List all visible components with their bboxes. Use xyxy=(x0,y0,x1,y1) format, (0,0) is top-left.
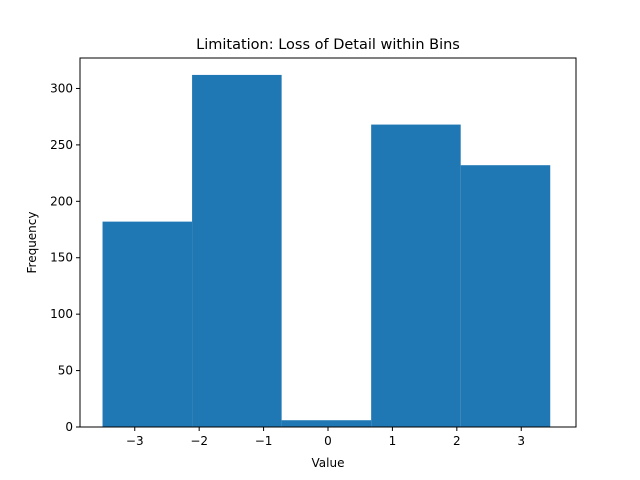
y-tick-label: 300 xyxy=(50,81,73,95)
histogram-bar-0 xyxy=(102,221,193,427)
y-axis-label: Frequency xyxy=(25,212,39,274)
x-tick-label: 3 xyxy=(517,434,525,448)
y-tick-label: 50 xyxy=(58,364,73,378)
x-tick-label: −2 xyxy=(190,434,208,448)
histogram-bar-3 xyxy=(371,124,461,428)
bars-group xyxy=(102,74,551,428)
y-axis-ticks: 0 50 100 150 200 250 300 xyxy=(50,81,80,434)
x-tick-label: −3 xyxy=(126,434,144,448)
x-axis-label: Value xyxy=(312,456,345,470)
y-tick-label: 250 xyxy=(50,138,73,152)
y-tick-label: 150 xyxy=(50,251,73,265)
histogram-bar-1 xyxy=(192,74,282,427)
chart-title: Limitation: Loss of Detail within Bins xyxy=(196,37,460,53)
x-tick-label: 1 xyxy=(389,434,397,448)
y-tick-label: 0 xyxy=(65,420,73,434)
x-axis-ticks: −3 −2 −1 0 1 2 3 xyxy=(126,427,525,448)
histogram-bar-2 xyxy=(281,420,372,427)
x-tick-label: 2 xyxy=(453,434,461,448)
histogram-bar-4 xyxy=(460,165,551,427)
x-tick-label: 0 xyxy=(324,434,332,448)
plot-frame xyxy=(79,57,577,428)
y-tick-label: 200 xyxy=(50,194,73,208)
x-tick-label: −1 xyxy=(255,434,273,448)
y-tick-label: 100 xyxy=(50,307,73,321)
